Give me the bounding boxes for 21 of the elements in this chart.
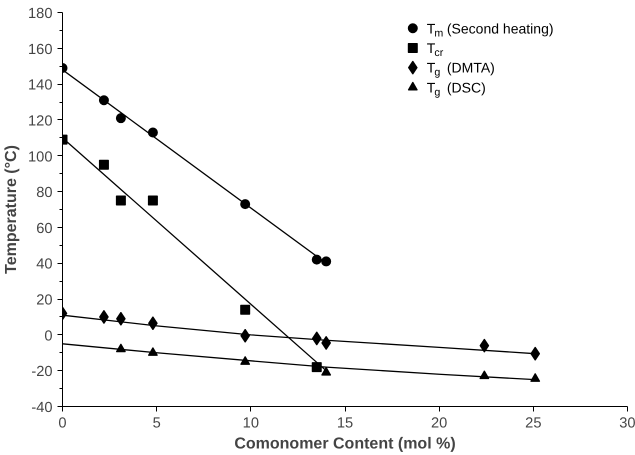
y-tick-label: 40 bbox=[36, 256, 53, 273]
y-tick-label: -40 bbox=[31, 400, 53, 416]
y-tick-label: -20 bbox=[31, 364, 53, 380]
x-tick-label: 10 bbox=[242, 416, 259, 432]
y-axis-title: Temperature (°C) bbox=[3, 145, 20, 274]
y-tick-label: 120 bbox=[28, 113, 53, 130]
x-tick-label: 20 bbox=[431, 416, 448, 432]
y-tick-label: 100 bbox=[28, 149, 53, 166]
y-tick-label: 20 bbox=[36, 292, 53, 309]
x-tick-label: 0 bbox=[58, 416, 67, 432]
y-tick-label: 160 bbox=[28, 42, 53, 58]
y-tick-label: 140 bbox=[28, 78, 53, 94]
y-tick-label: 60 bbox=[36, 220, 53, 237]
y-tick-label: 0 bbox=[44, 328, 53, 344]
y-tick-label: 180 bbox=[28, 6, 53, 22]
x-tick-label: 15 bbox=[336, 416, 354, 432]
x-tick-label: 5 bbox=[152, 416, 161, 432]
x-tick-label: 30 bbox=[619, 416, 635, 432]
y-tick-label: 80 bbox=[36, 185, 53, 202]
x-tick-label: 25 bbox=[525, 416, 542, 432]
x-axis-title: Comonomer Content (mol %) bbox=[234, 436, 456, 452]
